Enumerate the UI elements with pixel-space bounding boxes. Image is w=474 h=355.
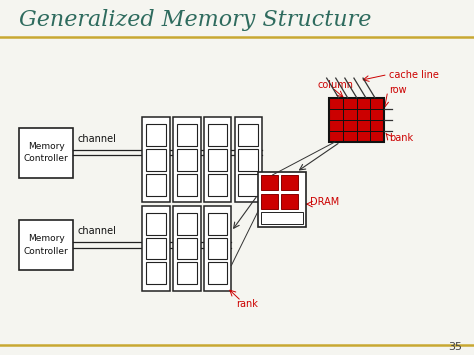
Bar <box>177 174 197 196</box>
Bar <box>177 237 197 260</box>
Text: bank: bank <box>389 133 413 143</box>
Bar <box>19 128 73 178</box>
Bar <box>238 149 258 171</box>
Bar <box>146 262 166 284</box>
Bar <box>281 193 298 209</box>
Bar <box>238 124 258 146</box>
Bar <box>235 117 262 202</box>
Bar <box>204 117 231 202</box>
Bar <box>146 174 166 196</box>
Text: column: column <box>318 80 354 90</box>
Bar <box>261 212 303 224</box>
Text: row: row <box>389 85 406 95</box>
Bar <box>208 237 228 260</box>
Bar <box>261 193 278 209</box>
Text: 35: 35 <box>448 342 462 352</box>
Text: cache line: cache line <box>389 70 438 80</box>
Bar <box>208 213 228 235</box>
Bar <box>208 262 228 284</box>
Bar <box>146 149 166 171</box>
Text: channel: channel <box>78 134 117 144</box>
Bar <box>258 172 306 227</box>
Text: DRAM: DRAM <box>310 197 340 207</box>
Bar <box>173 206 201 291</box>
Text: Memory
Controller: Memory Controller <box>24 142 69 163</box>
Text: channel: channel <box>78 226 117 236</box>
Text: Memory
Controller: Memory Controller <box>24 234 69 256</box>
Text: rank: rank <box>237 299 258 308</box>
Bar <box>208 174 228 196</box>
Bar <box>146 237 166 260</box>
Bar <box>177 149 197 171</box>
Bar <box>19 220 73 270</box>
Bar <box>329 98 384 142</box>
Bar <box>146 213 166 235</box>
Bar <box>261 175 278 190</box>
Bar <box>208 149 228 171</box>
Bar <box>204 206 231 291</box>
Bar <box>177 262 197 284</box>
Bar <box>142 206 170 291</box>
Text: Generalized Memory Structure: Generalized Memory Structure <box>19 9 371 31</box>
Bar <box>208 124 228 146</box>
Bar <box>238 174 258 196</box>
Bar <box>177 124 197 146</box>
Bar <box>146 124 166 146</box>
Bar <box>173 117 201 202</box>
Bar <box>142 117 170 202</box>
Bar <box>177 213 197 235</box>
Bar <box>281 175 298 190</box>
